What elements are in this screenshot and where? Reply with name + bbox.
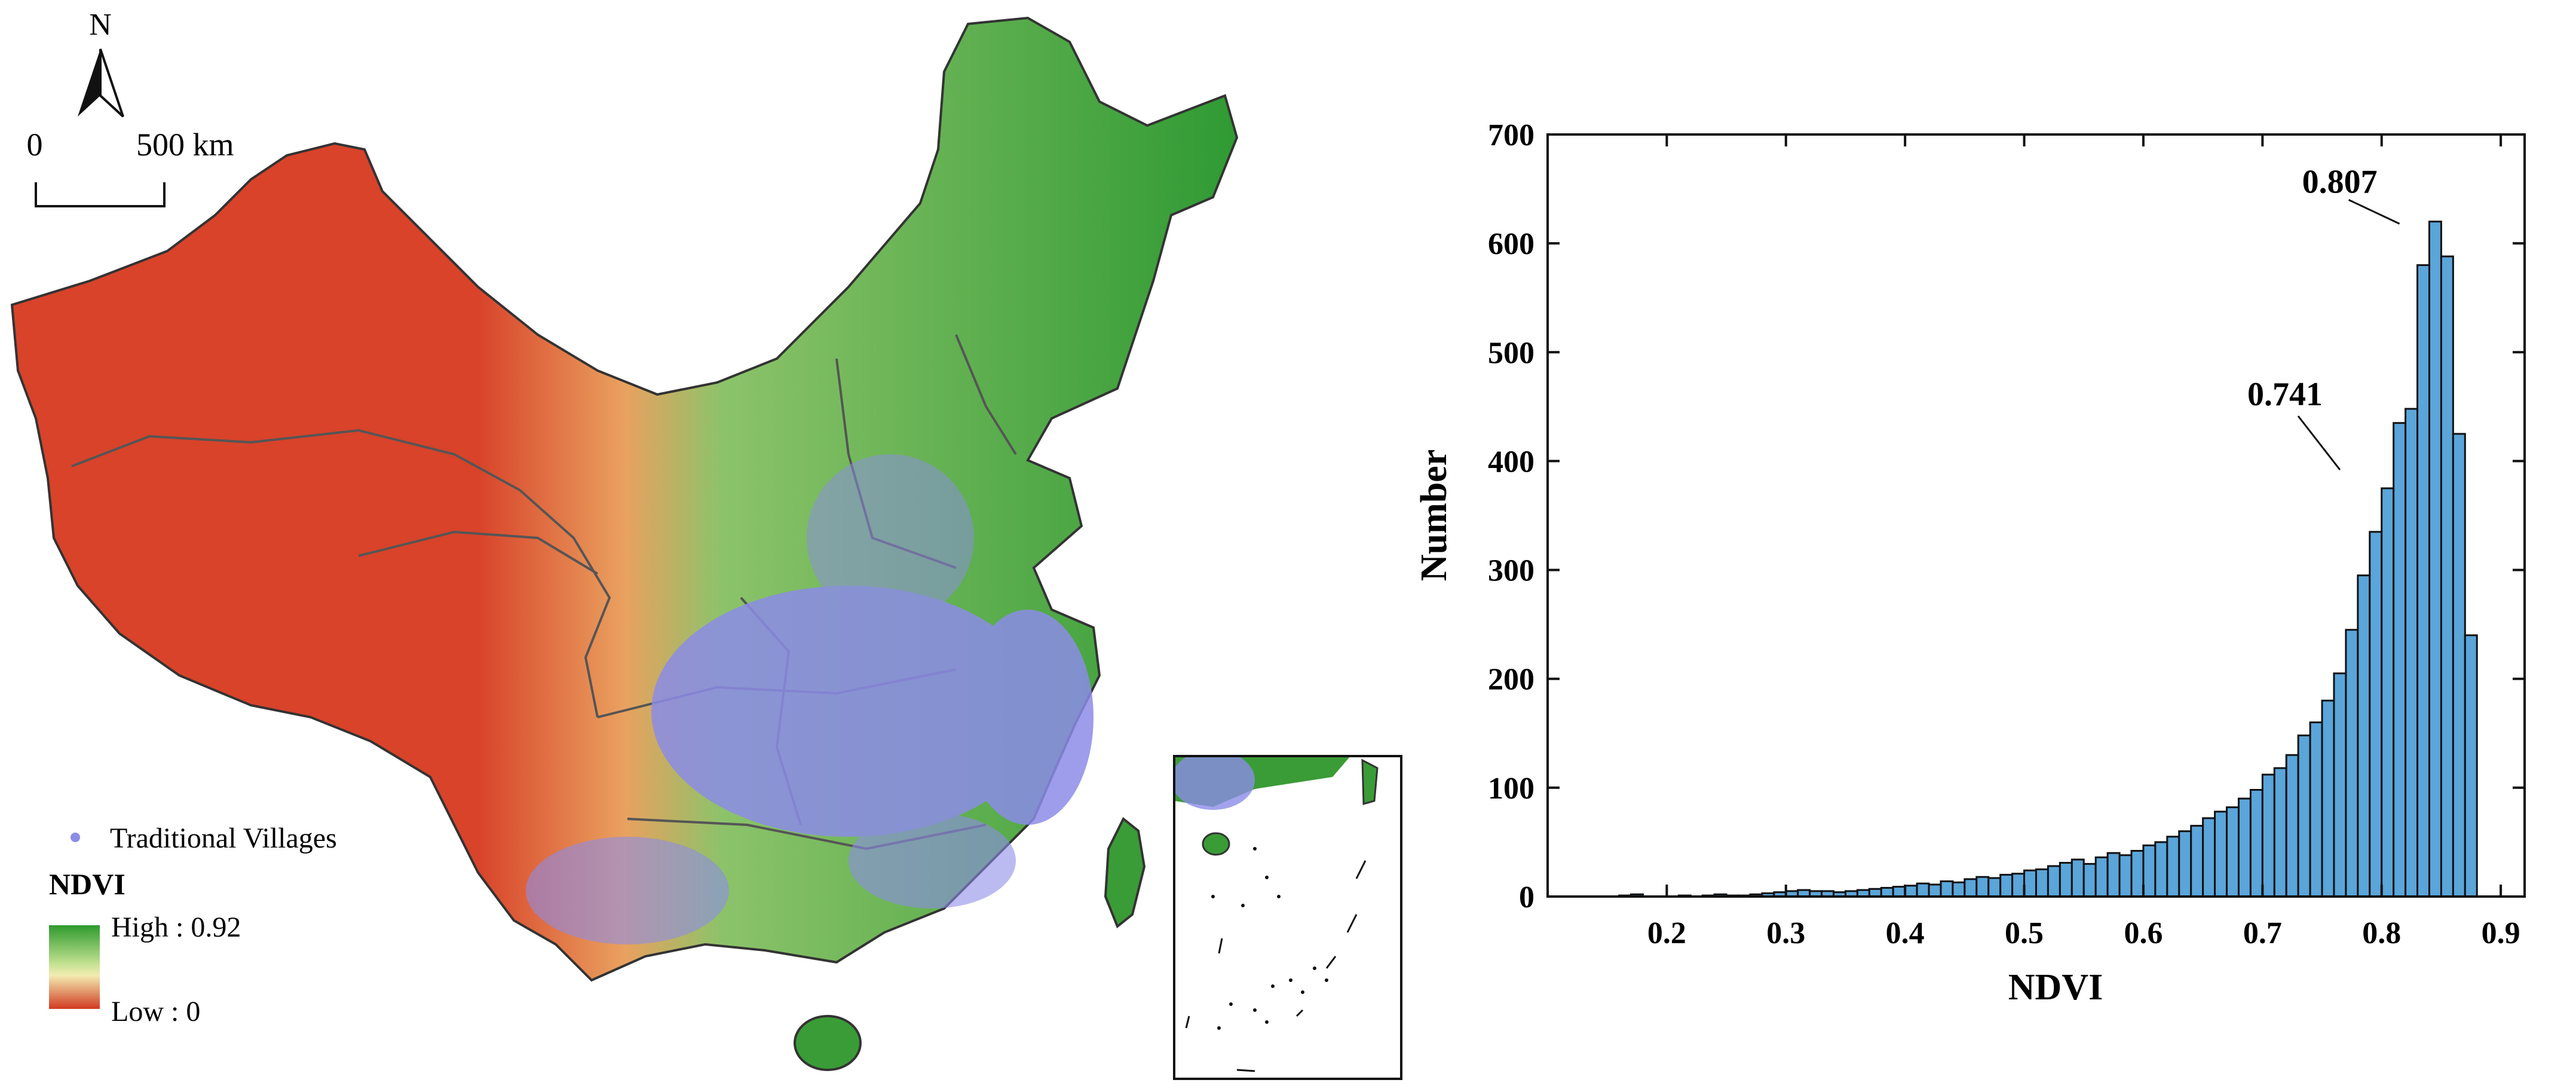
histogram-bars: [1618, 221, 2478, 898]
ndvi-map: N 0 500 km Traditional Villages NDVI Hig…: [10, 8, 1402, 1080]
map-legend: Traditional Villages NDVI High : 0.92 Lo…: [49, 822, 337, 1027]
histogram-bar: [1999, 874, 2014, 898]
histogram-bar: [1904, 885, 1918, 898]
histogram-bar: [2464, 634, 2478, 898]
histogram-bar: [2035, 868, 2049, 898]
y-tick-label: 100: [1488, 772, 1534, 806]
histogram-bar: [2452, 433, 2466, 898]
histogram-bar: [2178, 830, 2192, 898]
histogram-bar: [2011, 873, 2026, 898]
histogram-bar: [1940, 880, 1954, 898]
histogram-bar: [2023, 869, 2038, 898]
village-points-cloud: [526, 454, 1094, 944]
histogram-bar: [2070, 858, 2085, 898]
histogram-bar: [1964, 878, 1978, 898]
annotation-mean-leader: [2297, 415, 2341, 470]
histogram-bar: [1916, 882, 1930, 898]
scale-right-label: 500 km: [136, 127, 234, 163]
histogram-bar: [2416, 264, 2430, 898]
histogram-bar: [1952, 881, 1966, 898]
histogram-bar: [2381, 487, 2395, 898]
hainan-island: [794, 1015, 862, 1071]
histogram-bar: [2214, 810, 2228, 898]
histogram-bar: [2237, 797, 2252, 898]
annotation-mean-label: 0.741: [2247, 376, 2323, 413]
histogram-bar: [1975, 876, 1990, 898]
histogram-bar: [1987, 877, 2002, 898]
histogram-bar: [2393, 422, 2407, 898]
annotation-peak-leader: [2348, 198, 2400, 225]
y-tick-label: 200: [1488, 663, 1534, 697]
histogram-bar: [2345, 629, 2359, 898]
x-tick-label: 0.9: [2482, 916, 2520, 950]
scale-left-label: 0: [27, 127, 43, 163]
y-tick-label: 700: [1488, 118, 1534, 152]
histogram-bar: [2333, 672, 2347, 898]
histogram-bar: [2166, 836, 2180, 898]
annotations: 0.807 0.741: [2247, 163, 2400, 470]
north-label: N: [89, 8, 112, 42]
legend-high-label: High : 0.92: [111, 911, 241, 943]
histogram-bar: [2261, 773, 2275, 898]
histogram-bar: [2440, 255, 2454, 898]
village-point-symbol: [71, 833, 80, 842]
x-axis-label: NDVI: [2008, 967, 2103, 1008]
x-tick-label: 0.8: [2362, 916, 2401, 950]
north-arrow: N: [78, 8, 124, 118]
histogram-bar: [2118, 854, 2133, 898]
histogram-bar: [1880, 886, 1894, 898]
histogram-bar: [2154, 841, 2168, 898]
histogram-bar: [2369, 531, 2383, 898]
y-tick-label: 300: [1488, 554, 1534, 588]
histogram-bar: [2226, 806, 2240, 898]
legend-ndvi-title: NDVI: [49, 867, 125, 901]
plot-frame: [1546, 133, 2526, 898]
histogram-bar: [2321, 699, 2335, 898]
histogram-bar: [2190, 825, 2204, 898]
histogram-bar: [2273, 767, 2287, 898]
x-tick-label: 0.5: [2005, 916, 2044, 950]
x-axis-ticks: 0.2 0.3 0.4 0.5 0.6 0.7 0.8 0.9: [1647, 134, 2520, 950]
histogram-bar: [2047, 865, 2061, 898]
histogram-bar: [2094, 856, 2109, 898]
histogram-bar: [2297, 734, 2311, 898]
x-tick-label: 0.3: [1766, 916, 1805, 950]
x-tick-label: 0.7: [2243, 916, 2282, 950]
taiwan-island: [1104, 816, 1146, 929]
histogram-bar: [1928, 883, 1942, 898]
annotation-peak-label: 0.807: [2302, 163, 2378, 200]
histogram-bar: [2202, 817, 2216, 898]
histogram-bar: [2285, 754, 2299, 898]
histogram-bar: [2142, 844, 2157, 898]
south-china-sea-inset: [1173, 755, 1402, 1080]
legend-low-label: Low : 0: [111, 996, 200, 1027]
histogram-bar: [2082, 862, 2097, 898]
x-tick-label: 0.2: [1647, 916, 1686, 950]
x-tick-label: 0.4: [1886, 916, 1925, 950]
y-tick-label: 0: [1519, 880, 1534, 914]
x-tick-label: 0.6: [2124, 916, 2163, 950]
histogram-bar: [2130, 850, 2145, 898]
y-tick-label: 400: [1488, 445, 1534, 479]
histogram-bar: [2428, 221, 2442, 898]
histogram-bar: [2357, 574, 2371, 898]
histogram-bar: [2106, 852, 2121, 898]
y-tick-label: 600: [1488, 227, 1534, 261]
y-axis-label: Number: [1414, 449, 1454, 581]
histogram-bar: [1892, 886, 1906, 898]
histogram-bar: [2059, 862, 2073, 898]
ndvi-color-ramp: [49, 925, 100, 1009]
histogram-bar: [2249, 789, 2263, 898]
histogram-bar: [2309, 721, 2323, 898]
histogram-bar: [2405, 408, 2419, 898]
scale-bar: 0 500 km: [27, 127, 234, 207]
y-axis-ticks: 0 100 200 300 400 500 600 700: [1488, 118, 2525, 914]
y-tick-label: 500: [1488, 336, 1534, 370]
legend-village-label: Traditional Villages: [110, 822, 337, 854]
